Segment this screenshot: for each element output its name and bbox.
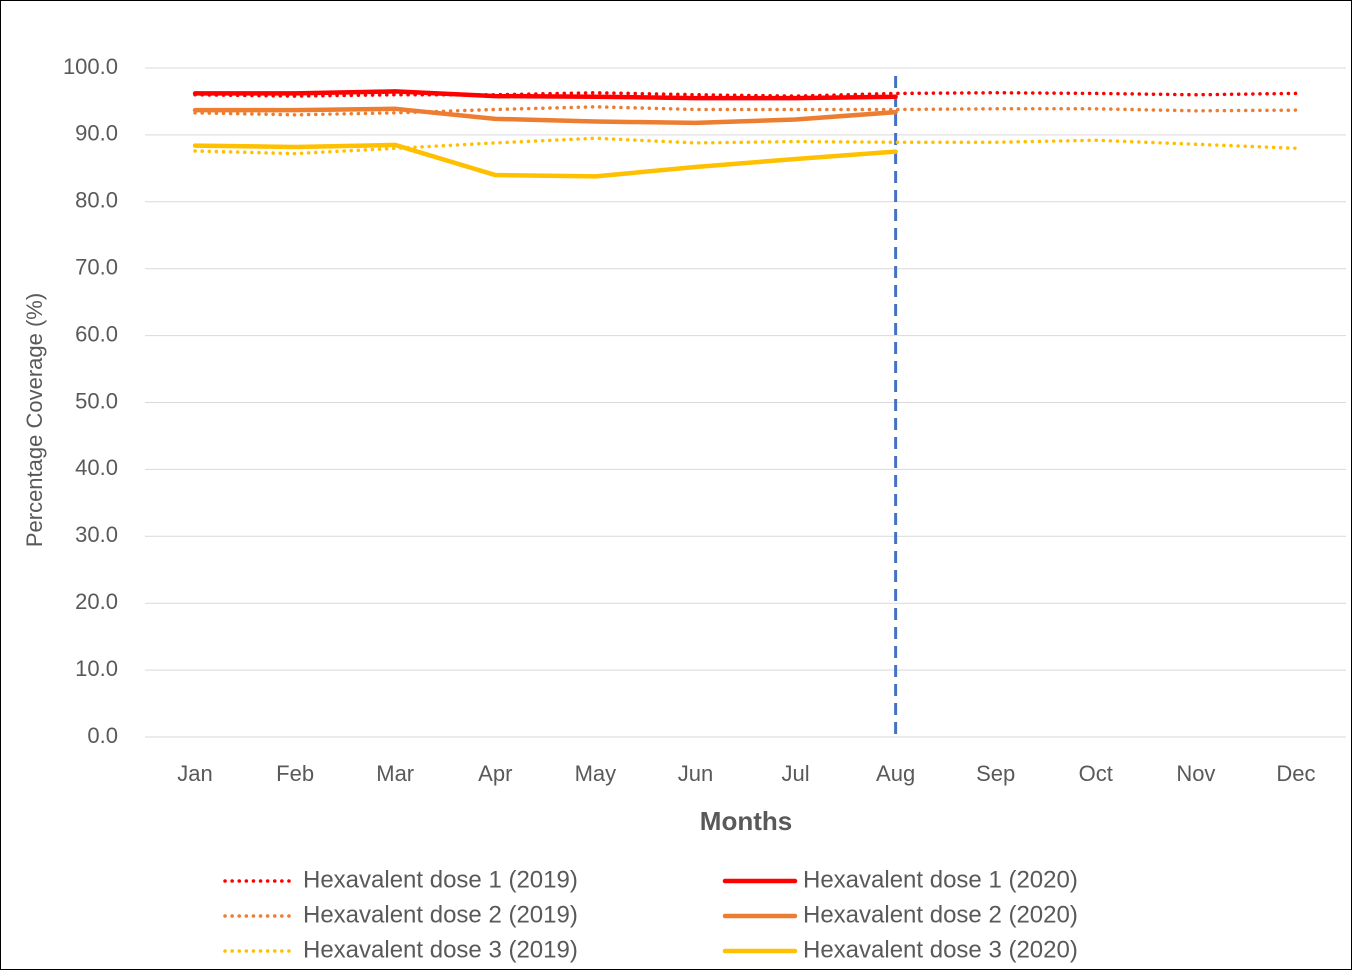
y-tick-label: 20.0 — [75, 589, 118, 614]
x-tick-label: Apr — [478, 761, 512, 786]
legend-label: Hexavalent dose 1 (2019) — [303, 866, 578, 893]
series-line — [192, 89, 898, 101]
series-line — [192, 142, 898, 179]
x-tick-label: Mar — [376, 761, 414, 786]
x-tick-label: Jan — [177, 761, 212, 786]
y-tick-label: 10.0 — [75, 656, 118, 681]
x-axis-label: Months — [700, 806, 792, 836]
series-line — [193, 105, 1298, 117]
series-line — [193, 136, 1298, 156]
legend-label: Hexavalent dose 3 (2019) — [303, 936, 578, 963]
x-tick-label: Sep — [976, 761, 1015, 786]
series-line — [193, 91, 1298, 98]
y-tick-label: 50.0 — [75, 388, 118, 413]
y-tick-label: 90.0 — [75, 121, 118, 146]
x-tick-label: Aug — [876, 761, 915, 786]
x-tick-label: Nov — [1176, 761, 1215, 786]
x-tick-label: Oct — [1079, 761, 1113, 786]
y-axis-label: Percentage Coverage (%) — [22, 293, 47, 547]
legend-label: Hexavalent dose 1 (2020) — [803, 866, 1078, 893]
y-tick-label: 0.0 — [87, 723, 118, 748]
x-tick-label: Jun — [678, 761, 713, 786]
x-tick-label: May — [575, 761, 617, 786]
y-tick-label: 40.0 — [75, 455, 118, 480]
series-line — [192, 106, 898, 126]
y-tick-label: 100.0 — [63, 54, 118, 79]
x-tick-label: Dec — [1276, 761, 1315, 786]
legend-label: Hexavalent dose 2 (2020) — [803, 901, 1078, 928]
x-tick-label: Feb — [276, 761, 314, 786]
y-tick-label: 80.0 — [75, 188, 118, 213]
y-tick-label: 60.0 — [75, 321, 118, 346]
legend-label: Hexavalent dose 3 (2020) — [803, 936, 1078, 963]
y-tick-label: 70.0 — [75, 255, 118, 280]
x-tick-label: Jul — [781, 761, 809, 786]
legend-label: Hexavalent dose 2 (2019) — [303, 901, 578, 928]
y-tick-label: 30.0 — [75, 522, 118, 547]
